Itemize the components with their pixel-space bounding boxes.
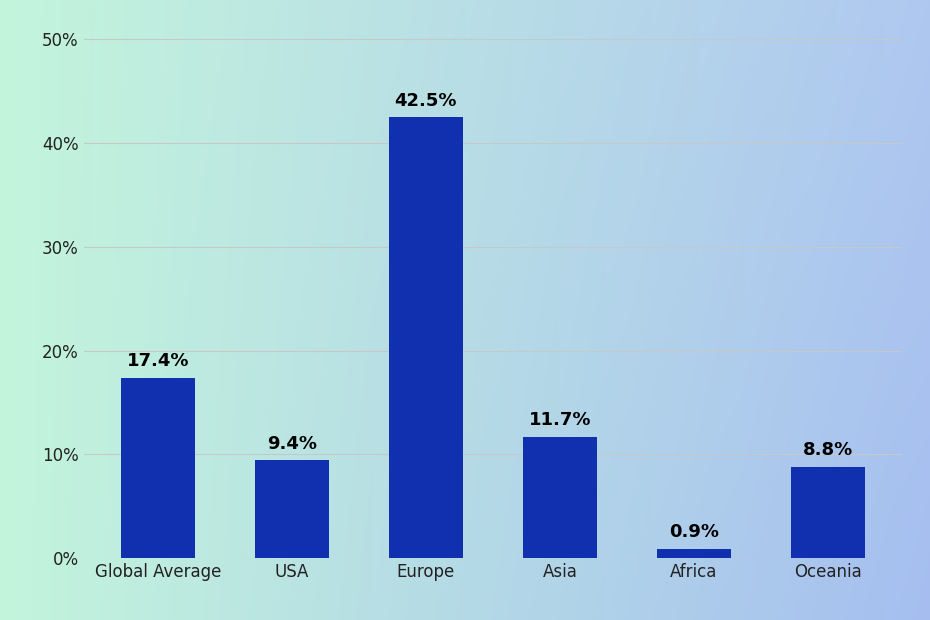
Bar <box>523 436 597 558</box>
Bar <box>389 117 463 558</box>
Text: 11.7%: 11.7% <box>528 412 591 430</box>
Bar <box>658 549 731 558</box>
Bar <box>121 378 194 558</box>
Text: 42.5%: 42.5% <box>394 92 458 110</box>
Text: 0.9%: 0.9% <box>669 523 719 541</box>
Text: 17.4%: 17.4% <box>126 352 189 370</box>
Text: 8.8%: 8.8% <box>803 441 853 459</box>
Bar <box>255 461 328 558</box>
Bar <box>791 467 865 558</box>
Text: 9.4%: 9.4% <box>267 435 317 453</box>
